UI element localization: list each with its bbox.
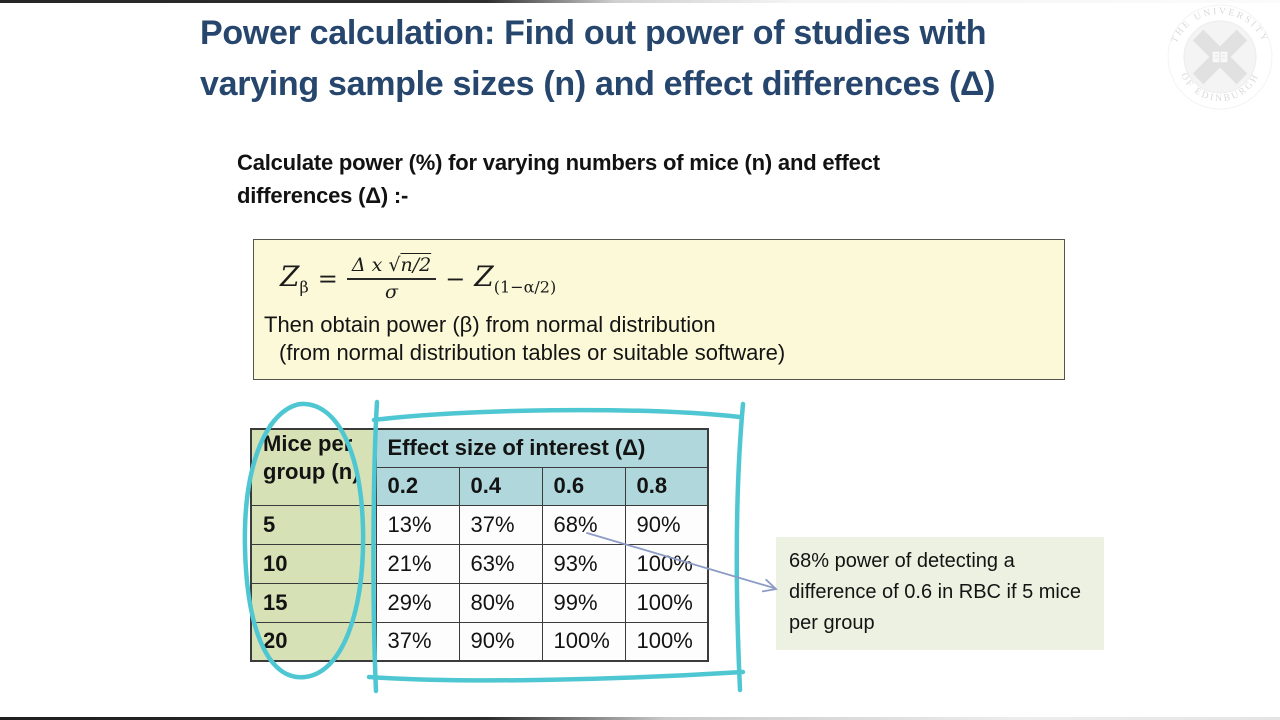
formula-box: Zβ = Δ x √n/2 σ − Z(1−α/2) Then obtain p… bbox=[253, 239, 1065, 380]
power-table: Mice per group (n) Effect size of intere… bbox=[250, 428, 709, 662]
page-title: Power calculation: Find out power of stu… bbox=[200, 8, 1130, 110]
power-value-cell: 37% bbox=[375, 621, 460, 662]
power-value-cell: 29% bbox=[375, 582, 460, 623]
z-beta-term: Zβ bbox=[280, 260, 309, 297]
power-value-cell: 100% bbox=[624, 543, 709, 584]
z-alpha-term: Z(1−α/2) bbox=[474, 260, 557, 297]
power-value-cell: 63% bbox=[458, 543, 543, 584]
mice-count-cell: 20 bbox=[250, 621, 377, 662]
minus-sign: − bbox=[445, 264, 466, 293]
fraction-denominator: σ bbox=[385, 281, 398, 303]
power-value-cell: 37% bbox=[458, 504, 543, 545]
power-value-cell: 21% bbox=[375, 543, 460, 584]
formula-fraction: Δ x √n/2 σ bbox=[346, 254, 437, 303]
page-title-line1: Power calculation: Find out power of stu… bbox=[200, 14, 987, 52]
equals-sign: = bbox=[317, 264, 338, 293]
mice-count-cell: 5 bbox=[250, 504, 377, 545]
logo-arc-bottom-text: OF EDINBURGH bbox=[1178, 72, 1262, 104]
power-value-cell: 13% bbox=[375, 504, 460, 545]
table-subheader-row: 0.2 0.4 0.6 0.8 bbox=[251, 466, 709, 506]
fraction-numerator: Δ x √n/2 bbox=[346, 254, 437, 280]
table-row: 15 29% 80% 99% 100% bbox=[250, 582, 709, 623]
page-title-line2: varying sample sizes (n) and effect diff… bbox=[200, 65, 996, 103]
power-value-cell: 100% bbox=[624, 621, 709, 662]
power-value-cell: 80% bbox=[458, 582, 543, 623]
table-row: 5 13% 37% 68% 90% bbox=[250, 504, 709, 545]
power-value-cell: 100% bbox=[541, 621, 626, 662]
power-value-cell: 90% bbox=[624, 504, 709, 545]
intro-text-line1: Calculate power (%) for varying numbers … bbox=[237, 150, 880, 175]
effect-size-header: 0.8 bbox=[624, 466, 709, 506]
mice-count-cell: 15 bbox=[250, 582, 377, 623]
power-formula: Zβ = Δ x √n/2 σ − Z(1−α/2) bbox=[280, 254, 1064, 303]
university-logo: THE UNIVERSITY OF EDINBURGH bbox=[1167, 4, 1273, 110]
power-value-cell: 99% bbox=[541, 582, 626, 623]
effect-size-header: 0.6 bbox=[541, 466, 626, 506]
table-header-row: Mice per group (n) Effect size of intere… bbox=[250, 428, 709, 506]
intro-text: Calculate power (%) for varying numbers … bbox=[237, 146, 997, 212]
power-value-cell: 90% bbox=[458, 621, 543, 662]
formula-note-line1: Then obtain power (β) from normal distri… bbox=[264, 312, 716, 337]
callout-note: 68% power of detecting a difference of 0… bbox=[776, 537, 1104, 650]
row-group-header-cell: Mice per group (n) bbox=[250, 428, 377, 506]
mice-count-cell: 10 bbox=[250, 543, 377, 584]
book-icon bbox=[1211, 50, 1229, 64]
col-group-header-cell: Effect size of interest (Δ) bbox=[375, 428, 709, 468]
effect-size-header: 0.4 bbox=[458, 466, 543, 506]
callout-text: 68% power of detecting a difference of 0… bbox=[789, 550, 1081, 634]
table-row: 10 21% 63% 93% 100% bbox=[250, 543, 709, 584]
video-letterbox-top bbox=[0, 0, 1280, 3]
formula-note-line2: (from normal distribution tables or suit… bbox=[279, 340, 786, 365]
power-value-cell: 93% bbox=[541, 543, 626, 584]
intro-text-line2: differences (Δ) :- bbox=[237, 183, 409, 208]
power-value-cell: 100% bbox=[624, 582, 709, 623]
power-value-cell: 68% bbox=[541, 504, 626, 545]
effect-size-header: 0.2 bbox=[375, 466, 460, 506]
table-row: 20 37% 90% 100% 100% bbox=[250, 621, 709, 662]
logo-arc-top-text: THE UNIVERSITY bbox=[1170, 7, 1270, 45]
saltire-cross-icon bbox=[1192, 29, 1248, 85]
video-letterbox-bottom bbox=[0, 717, 1280, 720]
